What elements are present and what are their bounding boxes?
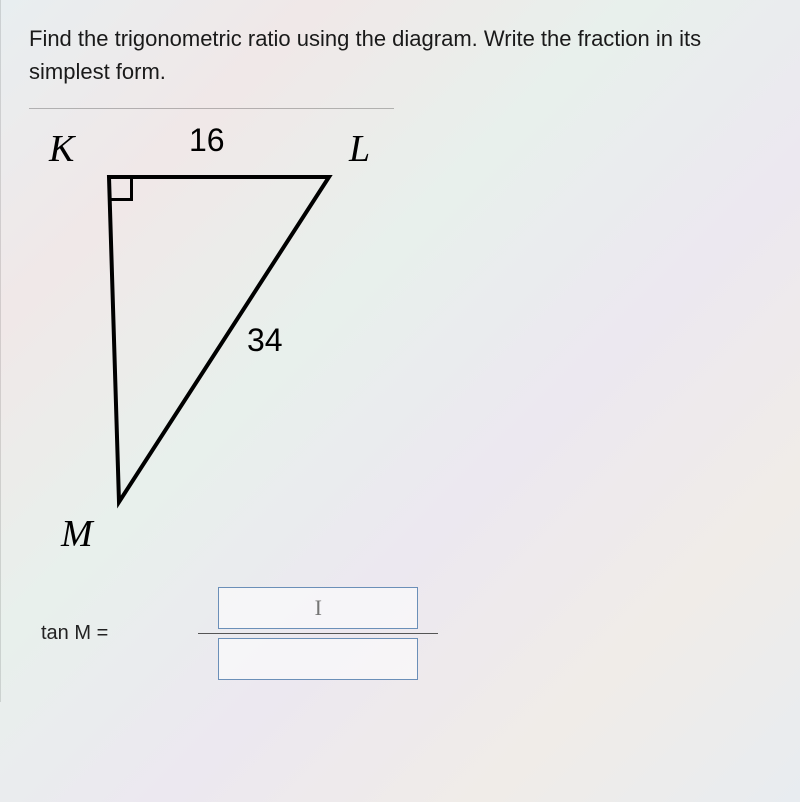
edge-kl-label: 16	[189, 122, 225, 159]
answer-row: tan M =	[29, 587, 772, 680]
divider	[29, 108, 394, 109]
triangle-diagram: K L M 16 34	[29, 127, 409, 557]
right-angle-marker	[111, 179, 133, 201]
numerator-input[interactable]	[218, 587, 418, 629]
triangle-svg	[29, 127, 409, 557]
denominator-input[interactable]	[218, 638, 418, 680]
triangle-shape	[109, 177, 329, 502]
edge-lm-label: 34	[247, 322, 283, 359]
tan-prompt: tan M =	[41, 622, 108, 645]
vertex-l: L	[349, 127, 370, 171]
fraction-input	[198, 587, 438, 680]
fraction-bar	[198, 633, 438, 634]
question-text: Find the trigonometric ratio using the d…	[29, 22, 772, 88]
vertex-m: M	[61, 512, 93, 556]
vertex-k: K	[49, 127, 74, 171]
